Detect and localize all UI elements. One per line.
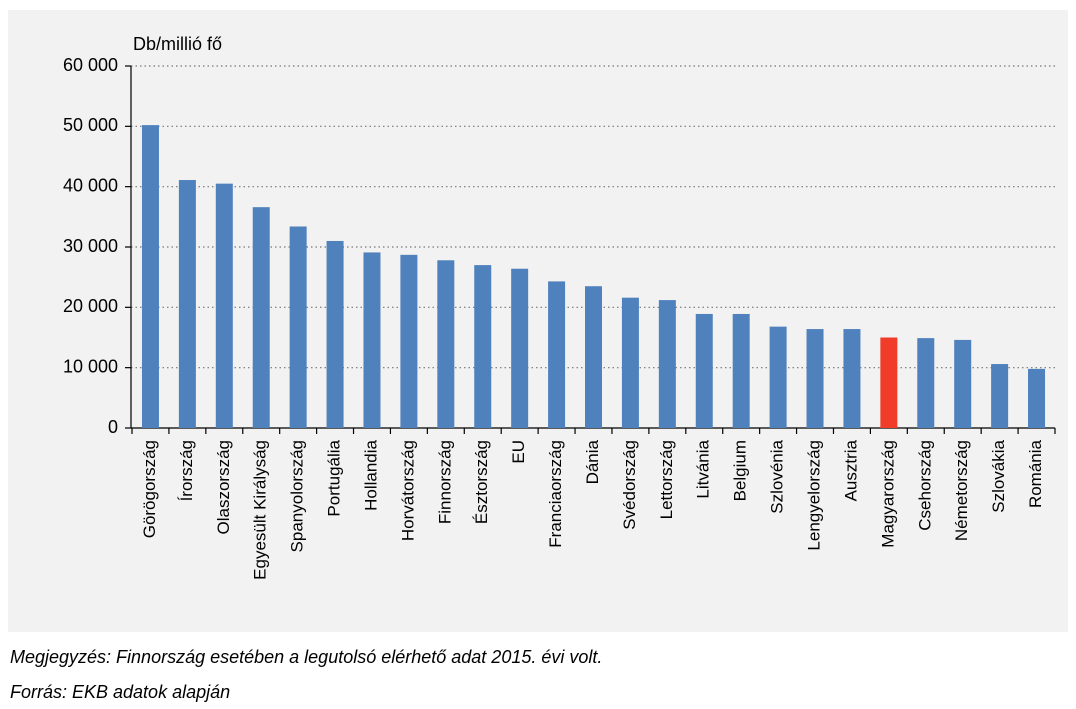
x-tick-label: Lettország: [657, 440, 676, 519]
bar: [806, 329, 824, 428]
bar: [732, 313, 750, 428]
y-tick-label: 0: [108, 417, 118, 437]
bar: [917, 338, 935, 428]
bar: [548, 281, 566, 428]
bar: [621, 297, 639, 428]
y-tick-label: 20 000: [63, 296, 118, 316]
bar: [954, 339, 972, 428]
bar: [585, 286, 602, 428]
y-tick-label: 10 000: [63, 356, 118, 376]
x-tick-label: Belgium: [731, 440, 750, 501]
x-tick-label: Finnország: [435, 440, 454, 524]
x-tick-label: Franciaország: [546, 440, 565, 548]
bar: [363, 252, 381, 428]
y-tick-label: 60 000: [63, 55, 118, 75]
x-tick-label: EU: [509, 440, 528, 464]
bar: [511, 268, 529, 428]
bar: [474, 265, 492, 428]
x-tick-label: Ausztria: [841, 439, 860, 501]
y-tick-label: 30 000: [63, 236, 118, 256]
bar: [695, 313, 713, 428]
bar: [991, 364, 1009, 428]
x-tick-label: Hollandia: [361, 439, 380, 510]
x-tick-label: Spanyolország: [288, 440, 307, 552]
x-tick-label: Dánia: [583, 439, 602, 484]
x-tick-label: Csehország: [915, 440, 934, 531]
x-tick-label: Szlovénia: [768, 439, 787, 513]
x-tick-label: Görögország: [140, 440, 159, 538]
bar: [769, 326, 787, 428]
bar: [178, 180, 196, 428]
bar: [400, 254, 418, 428]
bar: [880, 337, 898, 428]
x-tick-label: Németország: [952, 440, 971, 541]
x-tick-label: Lengyelország: [805, 440, 824, 551]
chart-background: [8, 10, 1068, 632]
bar: [437, 260, 455, 428]
x-tick-label: Svédország: [620, 440, 639, 530]
x-tick-label: Írország: [177, 440, 196, 501]
bar: [289, 226, 307, 428]
x-tick-label: Magyarország: [878, 440, 897, 548]
bar: [326, 240, 344, 428]
bar: [658, 300, 676, 428]
bar: [843, 329, 861, 428]
x-tick-label: Litvánia: [694, 439, 713, 498]
bar: [252, 207, 270, 428]
x-tick-label: Szlovákia: [989, 439, 1008, 512]
x-tick-label: Horvátország: [398, 440, 417, 541]
x-tick-label: Észtország: [472, 440, 491, 524]
bar: [141, 125, 159, 429]
x-tick-label: Románia: [1026, 439, 1045, 508]
y-tick-label: 50 000: [63, 115, 118, 135]
x-tick-label: Egyesült Királyság: [251, 440, 270, 580]
footnote: Forrás: EKB adatok alapján: [10, 682, 230, 702]
x-tick-label: Portugália: [325, 439, 344, 516]
bar: [1028, 368, 1046, 428]
bar: [215, 183, 233, 428]
footnote: Megjegyzés: Finnország esetében a leguto…: [10, 647, 602, 667]
y-axis-label: Db/millió fő: [133, 34, 222, 54]
x-tick-label: Olaszország: [214, 440, 233, 534]
y-tick-label: 40 000: [63, 175, 118, 195]
